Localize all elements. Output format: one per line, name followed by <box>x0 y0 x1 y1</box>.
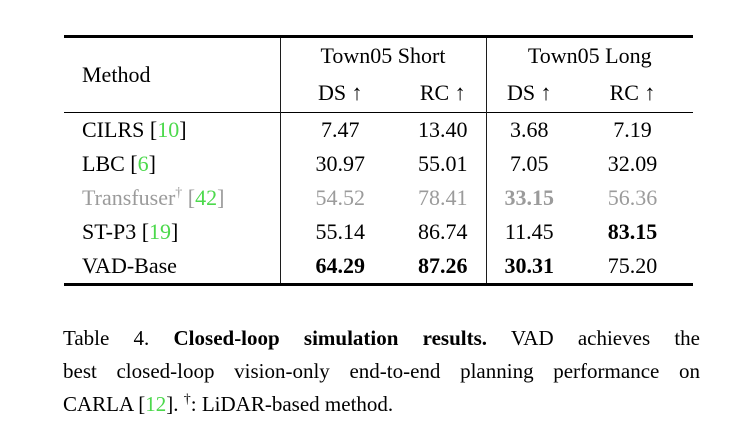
value-cell: 56.36 <box>607 184 658 210</box>
value-cell: 64.29 <box>315 252 366 278</box>
citation-link[interactable]: 42 <box>195 184 218 210</box>
value-cell: 3.68 <box>510 116 549 142</box>
value-cell: 7.05 <box>510 150 549 176</box>
method-cell: ST-P3 [19] <box>64 215 281 249</box>
citation-bracket-close: ] <box>171 218 179 244</box>
caption-bold-title: Closed-loop simulation results. <box>173 326 487 350</box>
value-cell: 55.14 <box>315 218 366 244</box>
value-cell: 75.20 <box>607 252 658 278</box>
value-cell: 13.40 <box>400 112 487 147</box>
method-cell: Transfuser† [42] <box>64 181 281 215</box>
value-cell: 87.26 <box>400 249 487 285</box>
header-metric-row: DS ↑ RC ↑ DS ↑ RC ↑ <box>64 75 693 113</box>
method-name: ST-P3 <box>82 218 137 244</box>
caption-label: Table 4. <box>63 326 174 350</box>
table-row-lbc: LBC [6] 30.97 55.01 7.05 32.09 <box>64 147 693 181</box>
value-cell: 7.19 <box>613 116 652 142</box>
citation-link[interactable]: 10 <box>157 116 180 142</box>
citation-bracket-open: [ <box>144 116 158 142</box>
table-row-vad-base: VAD-Base 64.29 87.26 30.31 75.20 <box>64 249 693 285</box>
method-cell: CILRS [10] <box>64 112 281 147</box>
table-header: Method Town05 Short Town05 Long DS ↑ RC … <box>64 36 694 113</box>
caption-line-3: CARLA [12]. †: LiDAR-based method. <box>63 388 700 421</box>
table-row-cilrs: CILRS [10] 7.47 13.40 3.68 7.19 <box>64 112 693 147</box>
dagger-superscript: † <box>183 392 191 407</box>
caption-text: : LiDAR-based method. <box>190 392 394 416</box>
citation-bracket-close: ] <box>148 150 156 176</box>
column-header-method: Method <box>64 36 281 113</box>
results-table: Method Town05 Short Town05 Long DS ↑ RC … <box>64 35 694 286</box>
table-caption: Table 4. Closed-loop simulation results.… <box>63 322 700 421</box>
column-header-ds-short: DS ↑ <box>317 80 363 106</box>
method-cell: VAD-Base <box>64 249 281 285</box>
value-cell: 33.15 <box>504 184 555 210</box>
citation-bracket-open: [ <box>124 150 138 176</box>
column-header-rc-short: RC ↑ <box>400 75 487 113</box>
citation-link[interactable]: 19 <box>149 218 172 244</box>
caption-text: CARLA [ <box>63 392 146 416</box>
column-header-ds-long: DS ↑ <box>506 80 552 106</box>
value-cell: 32.09 <box>607 150 658 176</box>
caption-line-1: Table 4. Closed-loop simulation results.… <box>63 322 700 355</box>
value-cell: 83.15 <box>607 218 658 244</box>
column-header-rc-long: RC ↑ <box>609 80 656 106</box>
citation-link[interactable]: 6 <box>137 150 149 176</box>
value-cell: 54.52 <box>315 184 366 210</box>
value-cell: 55.01 <box>400 147 487 181</box>
method-name: LBC <box>82 150 125 176</box>
caption-text: VAD achieves the <box>487 326 700 350</box>
citation-bracket-open: [ <box>182 184 196 210</box>
method-name: VAD-Base <box>82 252 177 278</box>
caption-text: ]. <box>166 392 184 416</box>
value-cell: 30.97 <box>315 150 366 176</box>
column-group-town05-short: Town05 Short <box>280 36 487 75</box>
citation-bracket-close: ] <box>179 116 187 142</box>
header-group-row: Method Town05 Short Town05 Long <box>64 36 693 113</box>
value-cell: 78.41 <box>400 181 487 215</box>
citation-bracket-open: [ <box>136 218 150 244</box>
column-group-town05-long: Town05 Long <box>527 43 652 69</box>
citation-link[interactable]: 12 <box>145 392 167 416</box>
value-cell: 7.47 <box>321 116 360 142</box>
caption-line-2: best closed-loop vision-only end-to-end … <box>63 359 700 383</box>
table-row-transfuser: Transfuser† [42] 54.52 78.41 33.15 56.36 <box>64 181 693 215</box>
value-cell: 86.74 <box>400 215 487 249</box>
method-cell: LBC [6] <box>64 147 281 181</box>
table-row-stp3: ST-P3 [19] 55.14 86.74 11.45 83.15 <box>64 215 693 249</box>
value-cell: 11.45 <box>504 218 554 244</box>
method-name: Transfuser <box>82 184 176 210</box>
dagger-superscript: † <box>175 185 183 201</box>
citation-bracket-close: ] <box>217 184 225 210</box>
method-name: CILRS <box>82 116 145 142</box>
value-cell: 30.31 <box>504 252 555 278</box>
